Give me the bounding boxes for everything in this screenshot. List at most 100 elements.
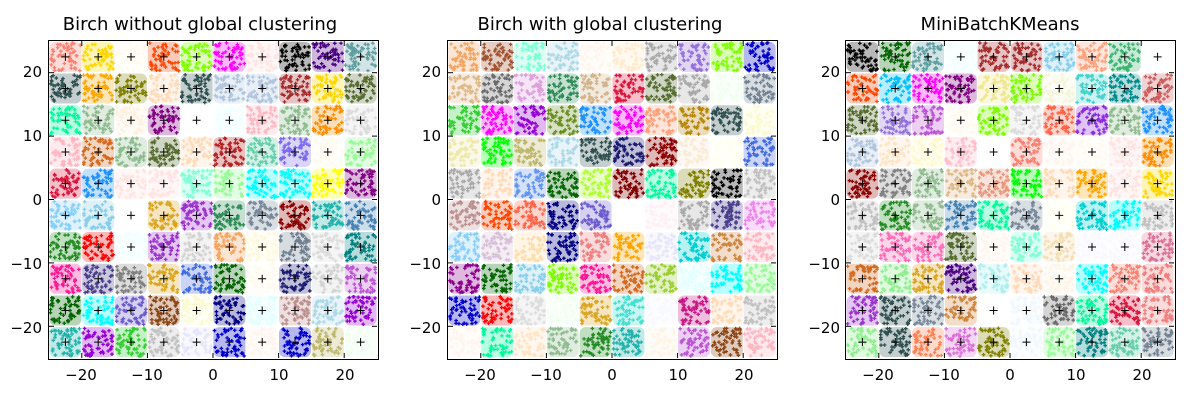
x-tick-label: −10 (131, 366, 163, 384)
cluster-blob (644, 72, 678, 104)
centroid-marker-icon (159, 306, 168, 315)
centroid-marker-icon (94, 179, 103, 188)
cluster-blob (513, 295, 547, 326)
centroid-marker-icon (61, 179, 70, 188)
cluster-blob (743, 41, 776, 73)
centroid-marker-icon (1055, 306, 1064, 315)
cluster-blob (49, 136, 82, 168)
cluster-blob (49, 73, 83, 104)
cluster-blob (612, 294, 645, 327)
centroid-marker-icon (356, 211, 365, 220)
cluster-blob (878, 136, 912, 167)
centroid-marker-icon (858, 211, 867, 220)
centroid-marker-icon (225, 147, 234, 156)
centroid-marker-icon (61, 338, 70, 347)
centroid-marker-icon (1153, 338, 1162, 347)
centroid-marker-icon (1022, 338, 1031, 347)
cluster-blob (710, 232, 743, 263)
centroid-marker-icon (924, 243, 932, 252)
cluster-blob (480, 294, 514, 326)
centroid-marker-icon (1055, 211, 1064, 220)
y-tick-label: −10 (10, 255, 42, 273)
cluster-blob (278, 199, 311, 231)
centroid-marker-icon (989, 338, 998, 347)
cluster-blob (611, 200, 645, 231)
cluster-blob (743, 295, 776, 327)
centroid-marker-icon (192, 179, 201, 188)
centroid-marker-icon (258, 52, 267, 61)
centroid-marker-icon (356, 84, 365, 93)
cluster-blob (480, 73, 514, 105)
y-tick-label: −10 (808, 255, 840, 273)
cluster-blob (513, 199, 547, 231)
cluster-blob (612, 73, 646, 104)
x-tick-label: 10 (668, 366, 688, 384)
centroid-marker-icon (924, 179, 932, 188)
cluster-blob (710, 263, 744, 294)
cluster-blob (448, 326, 481, 358)
centroid-marker-icon (858, 274, 867, 283)
centroid-marker-icon (258, 243, 267, 252)
cluster-blob (644, 232, 678, 263)
centroid-marker-icon (924, 52, 932, 61)
centroid-marker-icon (1022, 243, 1031, 252)
cluster-blob (678, 326, 711, 358)
centroid-marker-icon (61, 274, 70, 283)
centroid-marker-icon (891, 116, 900, 125)
cluster-blob (579, 200, 613, 231)
centroid-marker-icon (1153, 243, 1162, 252)
y-tick-label: 0 (32, 191, 42, 209)
x-tick-label: 10 (269, 366, 289, 384)
centroid-marker-icon (1120, 306, 1129, 315)
centroid-marker-icon (356, 147, 365, 156)
cluster-blob (448, 168, 482, 199)
cluster-blob (481, 263, 514, 294)
centroid-marker-icon (1153, 147, 1162, 156)
cluster-blob (644, 105, 678, 136)
centroid-marker-icon (356, 179, 365, 188)
panel-minibatchkmeans: MiniBatchKMeans 20 10 0 −10 −20 −20 −10 … (800, 0, 1200, 400)
cluster-blob (481, 231, 514, 263)
cluster-blob (481, 41, 514, 72)
cluster-blob (546, 263, 580, 295)
centroid-marker-icon (258, 147, 267, 156)
cluster-blob (546, 136, 580, 167)
cluster-blob (1043, 263, 1076, 295)
centroid-marker-icon (1055, 338, 1064, 347)
cluster-blob (644, 199, 678, 231)
cluster-blob (677, 136, 710, 167)
centroid-marker-icon (989, 179, 998, 188)
chart-title: Birch with global clustering (477, 14, 723, 35)
cluster-blob (710, 294, 744, 326)
cluster-blob (514, 41, 547, 73)
cluster-blob (677, 41, 711, 73)
centroid-marker-icon (258, 274, 267, 283)
centroid-marker-icon (291, 147, 299, 156)
cluster-blob (1075, 73, 1108, 105)
cluster-blob (480, 104, 514, 136)
centroid-marker-icon (225, 338, 234, 347)
centroid-marker-icon (989, 274, 998, 283)
centroid-marker-icon (356, 306, 365, 315)
centroid-marker-icon (61, 52, 70, 61)
centroid-marker-icon (94, 52, 103, 61)
chart-title: MiniBatchKMeans (920, 14, 1080, 35)
cluster-blob (513, 232, 547, 263)
centroid-marker-icon (356, 243, 365, 252)
x-tick-label: 0 (208, 366, 218, 384)
x-tick-label: −20 (65, 366, 97, 384)
cluster-blob (578, 41, 612, 73)
centroid-marker-icon (956, 243, 965, 252)
centroid-marker-icon (1055, 52, 1064, 61)
centroid-marker-icon (989, 211, 998, 220)
centroid-marker-icon (924, 116, 932, 125)
y-tick-label: −20 (409, 319, 441, 337)
cluster-blob (579, 231, 612, 263)
centroid-marker-icon (61, 116, 70, 125)
centroid-marker-icon (61, 306, 70, 315)
centroid-marker-icon (291, 274, 299, 283)
centroid-marker-icon (858, 116, 867, 125)
plot-area (48, 40, 379, 360)
cluster-blob (710, 136, 744, 168)
centroid-marker-icon (291, 306, 299, 315)
